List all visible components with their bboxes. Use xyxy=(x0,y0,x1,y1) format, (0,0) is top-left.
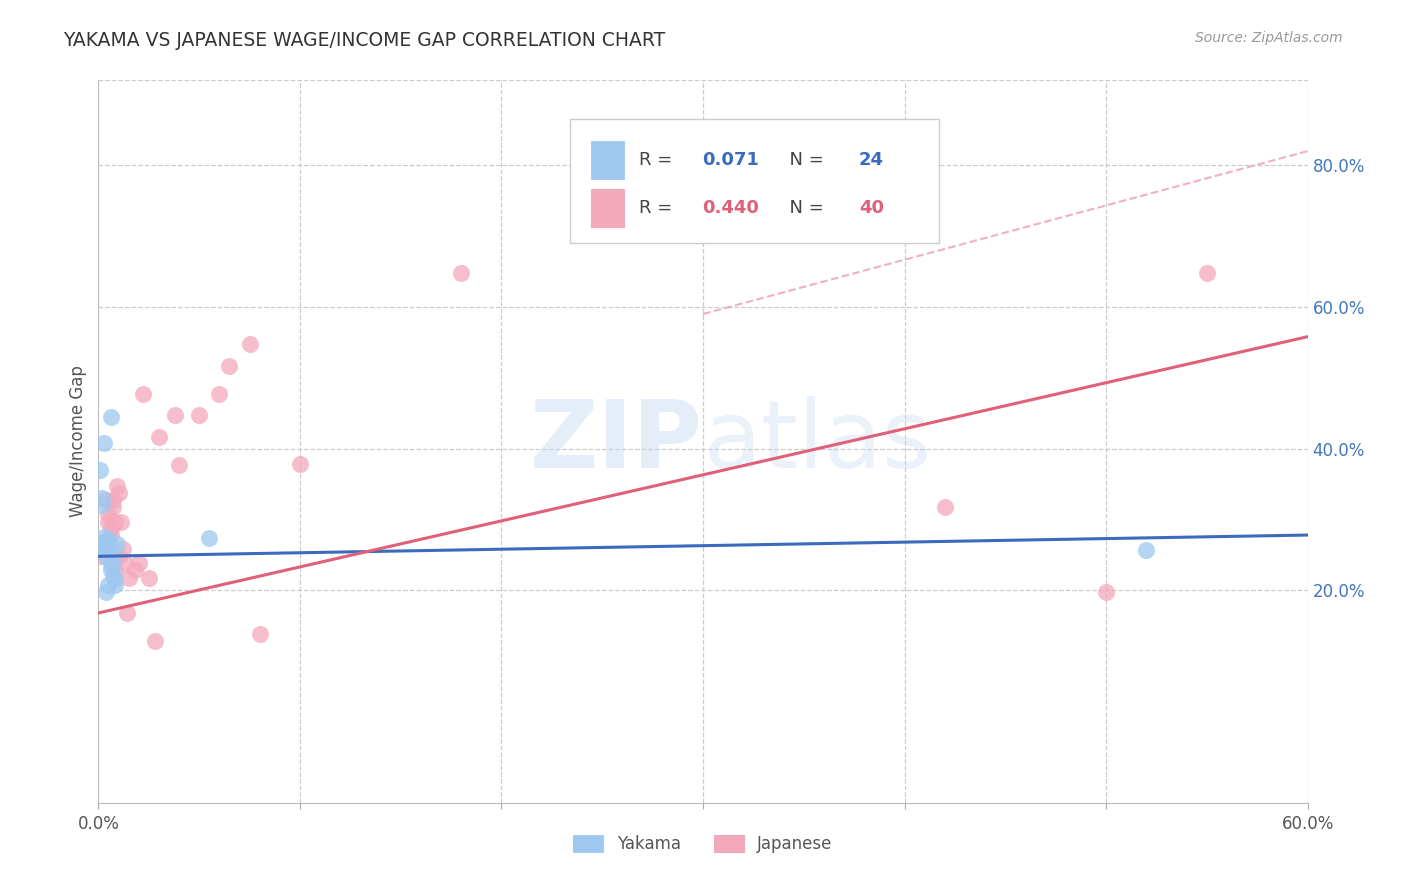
Text: R =: R = xyxy=(638,199,678,217)
Point xyxy=(89,463,111,477)
Point xyxy=(91,535,114,549)
Bar xyxy=(591,141,624,178)
Point xyxy=(110,515,132,529)
Point xyxy=(114,557,136,571)
Point xyxy=(96,584,118,599)
Point xyxy=(1135,542,1157,557)
Point xyxy=(97,508,120,522)
Point xyxy=(100,558,122,572)
Point xyxy=(100,528,122,542)
Point xyxy=(208,387,231,401)
Text: YAKAMA VS JAPANESE WAGE/INCOME GAP CORRELATION CHART: YAKAMA VS JAPANESE WAGE/INCOME GAP CORRE… xyxy=(63,31,665,50)
Point xyxy=(163,409,186,423)
Text: R =: R = xyxy=(638,151,678,169)
Point xyxy=(91,498,114,512)
Point xyxy=(93,530,115,544)
Point xyxy=(934,500,956,514)
Point xyxy=(167,458,190,472)
Point xyxy=(101,544,124,558)
Point xyxy=(93,537,115,551)
Point xyxy=(118,570,141,584)
Point xyxy=(91,491,114,506)
Point xyxy=(138,570,160,584)
Point xyxy=(101,569,124,583)
Point xyxy=(132,387,155,401)
Point xyxy=(103,564,125,578)
Point xyxy=(198,531,221,545)
Point xyxy=(96,541,118,555)
Point xyxy=(101,500,124,515)
Point xyxy=(93,542,115,557)
Text: N =: N = xyxy=(778,199,830,217)
Point xyxy=(97,515,120,529)
Point xyxy=(124,564,146,578)
Point xyxy=(100,564,122,578)
Point xyxy=(103,515,125,529)
Text: 40: 40 xyxy=(859,199,884,217)
Point xyxy=(89,549,111,564)
Text: Source: ZipAtlas.com: Source: ZipAtlas.com xyxy=(1195,31,1343,45)
Point xyxy=(93,541,115,555)
Point xyxy=(450,266,472,280)
Point xyxy=(96,549,118,564)
Point xyxy=(97,537,120,551)
Point xyxy=(103,572,125,586)
Point xyxy=(101,557,124,571)
Text: 0.440: 0.440 xyxy=(702,199,759,217)
Text: N =: N = xyxy=(778,151,830,169)
Point xyxy=(239,337,262,351)
Point xyxy=(107,486,129,500)
Point xyxy=(107,549,129,564)
Point xyxy=(249,627,271,641)
Text: 24: 24 xyxy=(859,151,884,169)
Point xyxy=(111,542,134,557)
Bar xyxy=(591,189,624,227)
Y-axis label: Wage/Income Gap: Wage/Income Gap xyxy=(69,366,87,517)
Legend: Yakama, Japanese: Yakama, Japanese xyxy=(567,828,839,860)
Point xyxy=(101,493,124,508)
Point xyxy=(105,536,128,550)
Point xyxy=(96,493,118,508)
Point xyxy=(93,535,115,549)
Point xyxy=(100,409,122,424)
Point xyxy=(115,606,138,620)
Point xyxy=(1195,266,1218,280)
FancyBboxPatch shape xyxy=(569,119,939,243)
Point xyxy=(97,578,120,592)
Text: ZIP: ZIP xyxy=(530,395,703,488)
Point xyxy=(128,557,150,571)
Point xyxy=(100,522,122,536)
Point xyxy=(93,436,115,450)
Point xyxy=(105,479,128,493)
Point xyxy=(96,542,118,557)
Point xyxy=(188,409,211,423)
Point xyxy=(218,359,240,373)
Point xyxy=(288,457,311,471)
Point xyxy=(103,577,125,591)
Point xyxy=(1095,584,1118,599)
Text: 0.071: 0.071 xyxy=(702,151,759,169)
Text: atlas: atlas xyxy=(703,395,931,488)
Point xyxy=(143,634,166,648)
Point xyxy=(97,532,120,546)
Point xyxy=(148,429,170,443)
